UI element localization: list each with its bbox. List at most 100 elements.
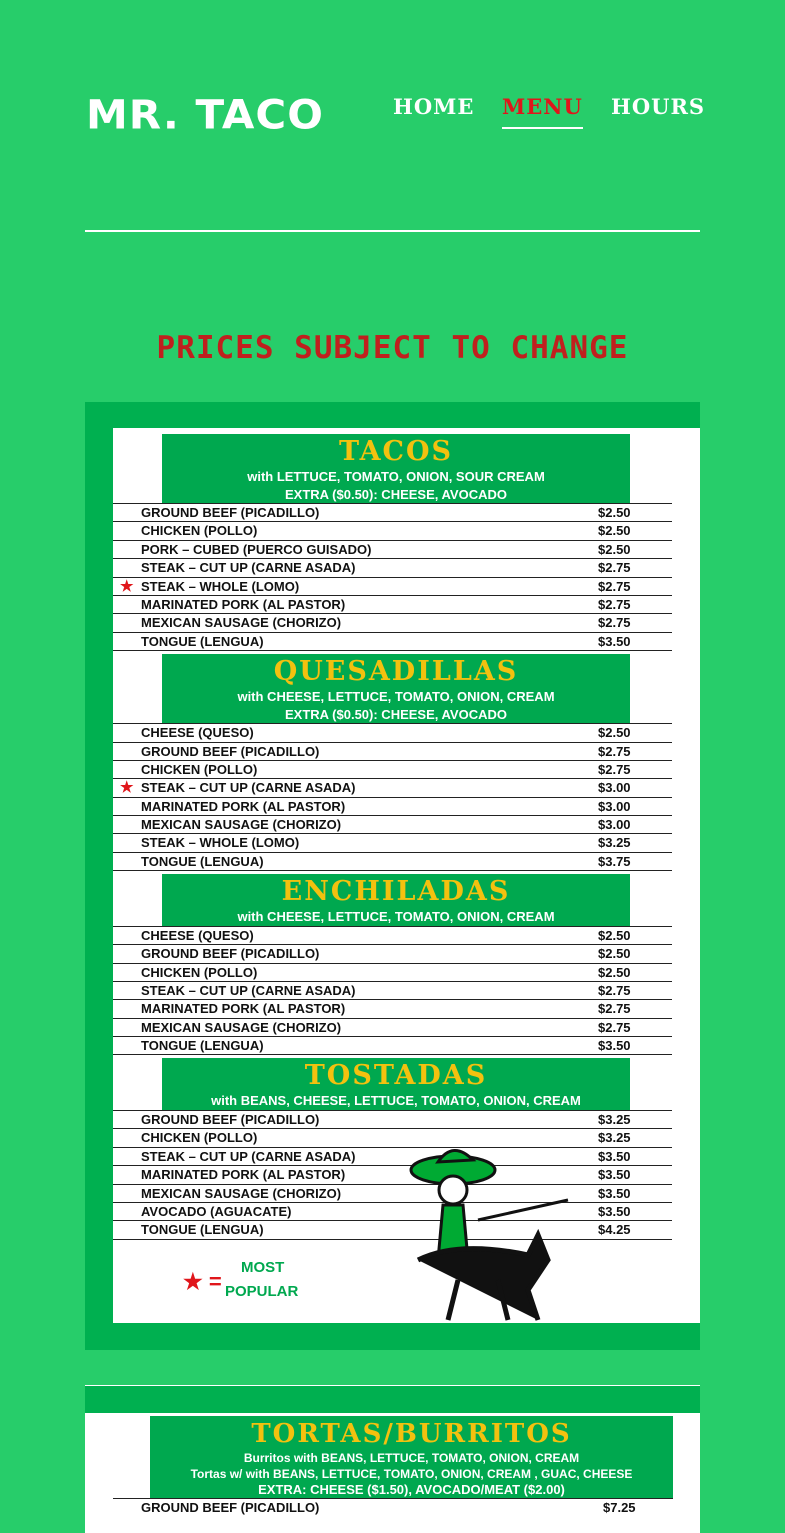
item-name: STEAK – WHOLE (LOMO) bbox=[141, 578, 300, 594]
legend-symbol: ★ = bbox=[183, 1268, 222, 1294]
nav-hours[interactable]: HOURS bbox=[611, 94, 706, 119]
menu-item-row: MEXICAN SAUSAGE (CHORIZO) $2.75 bbox=[113, 1017, 672, 1036]
menu-image-1: TACOS with LETTUCE, TOMATO, ONION, SOUR C… bbox=[85, 402, 700, 1350]
item-price: $2.50 bbox=[598, 505, 631, 520]
section-note: EXTRA: CHEESE ($1.50), AVOCADO/MEAT ($2.… bbox=[258, 1482, 565, 1497]
menu-item-row: CHICKEN (POLLO) $2.50 bbox=[113, 521, 672, 539]
section-note: Tortas w/ with BEANS, LETTUCE, TOMATO, O… bbox=[190, 1467, 633, 1481]
price-notice: PRICES SUBJECT TO CHANGE bbox=[156, 330, 629, 366]
item-name: MARINATED PORK (AL PASTOR) bbox=[141, 1167, 346, 1183]
section-title: TORTAS/BURRITOS bbox=[251, 1419, 572, 1449]
item-name: MARINATED PORK (AL PASTOR) bbox=[141, 798, 346, 814]
item-name: AVOCADO (AGUACATE) bbox=[141, 1203, 292, 1219]
item-price: $7.25 bbox=[603, 1500, 636, 1515]
item-name: TONGUE (LENGUA) bbox=[141, 633, 264, 649]
legend-line1: MOST bbox=[241, 1258, 285, 1276]
item-name: MEXICAN SAUSAGE (CHORIZO) bbox=[141, 615, 342, 631]
row-end-line bbox=[113, 650, 672, 654]
item-price: $3.50 bbox=[598, 633, 631, 649]
item-price: $3.00 bbox=[598, 817, 631, 833]
item-price: $2.75 bbox=[598, 596, 631, 612]
item-price: $4.25 bbox=[598, 1222, 631, 1238]
nav-home[interactable]: HOME bbox=[393, 94, 475, 119]
item-price: $3.50 bbox=[598, 1148, 631, 1164]
section-note: EXTRA ($0.50): CHEESE, AVOCADO bbox=[284, 486, 507, 502]
item-price: $2.50 bbox=[598, 946, 631, 962]
item-name: CHICKEN (POLLO) bbox=[141, 964, 258, 980]
item-price: $3.00 bbox=[598, 780, 631, 796]
section-header: TORTAS/BURRITOS Burritos with BEANS, LETT… bbox=[150, 1416, 673, 1498]
menu-item-row: CHICKEN (POLLO) $2.75 bbox=[113, 759, 672, 778]
site-logo[interactable]: MR. TACO bbox=[86, 91, 324, 138]
menu-item-row: MARINATED PORK (AL PASTOR) $2.75 bbox=[113, 999, 672, 1017]
star-icon: ★ bbox=[120, 779, 134, 797]
section-title: ENCHILADAS bbox=[281, 876, 511, 908]
divider bbox=[85, 1385, 700, 1386]
item-price: $2.75 bbox=[598, 743, 631, 759]
menu-item-row: PORK – CUBED (PUERCO GUISADO) $2.50 bbox=[113, 539, 672, 558]
section-header: TOSTADAS with BEANS, CHEESE, LETTUCE, TOM… bbox=[162, 1058, 630, 1110]
menu-item-row: STEAK – CUT UP (CARNE ASADA) $2.75 bbox=[113, 980, 672, 999]
menu-item-row: TONGUE (LENGUA) $3.50 bbox=[113, 631, 672, 650]
item-price: $3.50 bbox=[598, 1185, 631, 1201]
item-name: MARINATED PORK (AL PASTOR) bbox=[141, 596, 346, 612]
item-price: $2.75 bbox=[598, 615, 631, 631]
item-price: $2.75 bbox=[598, 578, 631, 594]
row-end-line bbox=[113, 1054, 672, 1058]
menu-item-row: MARINATED PORK (AL PASTOR) $3.50 bbox=[113, 1165, 672, 1183]
item-name: CHICKEN (POLLO) bbox=[141, 1130, 258, 1146]
section-header: QUESADILLAS with CHEESE, LETTUCE, TOMATO,… bbox=[162, 654, 630, 724]
section-note: with BEANS, CHEESE, LETTUCE, TOMATO, ONI… bbox=[211, 1093, 581, 1109]
item-name: TONGUE (LENGUA) bbox=[141, 1038, 264, 1054]
menu-item-row: CHICKEN (POLLO) $3.25 bbox=[113, 1128, 672, 1146]
section-header: ENCHILADAS with CHEESE, LETTUCE, TOMATO, … bbox=[162, 874, 630, 926]
item-name: CHICKEN (POLLO) bbox=[141, 761, 258, 777]
item-name: PORK – CUBED (PUERCO GUISADO) bbox=[141, 541, 372, 557]
item-name: CHICKEN (POLLO) bbox=[141, 523, 258, 539]
item-price: $3.50 bbox=[598, 1038, 631, 1054]
item-price: $3.50 bbox=[598, 1167, 631, 1183]
menu-item-row: TONGUE (LENGUA) $3.50 bbox=[113, 1036, 672, 1054]
item-name: GROUND BEEF (PICADILLO) bbox=[141, 1111, 320, 1127]
mascot-illustration bbox=[398, 1140, 578, 1325]
menu-item-row: STEAK – CUT UP (CARNE ASADA) $2.75 bbox=[113, 558, 672, 576]
menu-item-row: MARINATED PORK (AL PASTOR) $2.75 bbox=[113, 594, 672, 613]
item-name: MEXICAN SAUSAGE (CHORIZO) bbox=[141, 817, 342, 833]
menu-image-2: TORTAS/BURRITOS Burritos with BEANS, LETT… bbox=[85, 1386, 700, 1533]
menu-item-row: GROUND BEEF (PICADILLO) $2.50 bbox=[113, 503, 672, 521]
item-name: GROUND BEEF (PICADILLO) bbox=[141, 743, 320, 759]
item-price: $3.25 bbox=[598, 835, 631, 851]
item-name: MEXICAN SAUSAGE (CHORIZO) bbox=[141, 1019, 342, 1035]
section-note: Burritos with BEANS, LETTUCE, TOMATO, ON… bbox=[243, 1451, 580, 1465]
item-price: $2.50 bbox=[598, 964, 631, 980]
item-name: CHEESE (QUESO) bbox=[141, 927, 254, 943]
menu-item-row: TONGUE (LENGUA) $3.75 bbox=[113, 851, 672, 870]
menu-item-row: MEXICAN SAUSAGE (CHORIZO) $3.50 bbox=[113, 1183, 672, 1202]
item-price: $2.75 bbox=[598, 560, 631, 576]
menu-item-row: ★ STEAK – CUT UP (CARNE ASADA) $3.00 bbox=[113, 778, 672, 796]
item-price: $3.25 bbox=[598, 1130, 631, 1146]
menu-item-row: MEXICAN SAUSAGE (CHORIZO) $2.75 bbox=[113, 613, 672, 631]
item-name: TONGUE (LENGUA) bbox=[141, 1222, 264, 1238]
item-name: STEAK – CUT UP (CARNE ASADA) bbox=[141, 560, 356, 576]
section-note: with CHEESE, LETTUCE, TOMATO, ONION, CRE… bbox=[237, 689, 555, 705]
menu-item-row: CHICKEN (POLLO) $2.50 bbox=[113, 962, 672, 981]
item-price: $2.75 bbox=[598, 761, 631, 777]
item-price: $3.75 bbox=[598, 853, 631, 869]
menu-item-row: TONGUE (LENGUA) $4.25 bbox=[113, 1220, 672, 1238]
menu-item-row: STEAK – WHOLE (LOMO) $3.25 bbox=[113, 833, 672, 851]
section-note: with CHEESE, LETTUCE, TOMATO, ONION, CRE… bbox=[237, 909, 555, 925]
menu-item-row: GROUND BEEF (PICADILLO) $2.50 bbox=[113, 944, 672, 962]
menu-item-row: GROUND BEEF (PICADILLO) $3.25 bbox=[113, 1109, 672, 1128]
item-price: $2.50 bbox=[598, 541, 631, 557]
menu-item-row: STEAK – CUT UP (CARNE ASADA) $3.50 bbox=[113, 1146, 672, 1165]
item-name: GROUND BEEF (PICADILLO) bbox=[141, 1500, 320, 1515]
menu-item-row: GROUND BEEF (PICADILLO) $2.75 bbox=[113, 741, 672, 760]
nav-menu[interactable]: MENU bbox=[502, 94, 583, 129]
item-price: $2.50 bbox=[598, 523, 631, 539]
row-end-line bbox=[113, 870, 672, 874]
item-name: STEAK – CUT UP (CARNE ASADA) bbox=[141, 982, 356, 998]
section-title: TACOS bbox=[338, 436, 454, 467]
item-name: MEXICAN SAUSAGE (CHORIZO) bbox=[141, 1185, 342, 1201]
item-name: GROUND BEEF (PICADILLO) bbox=[141, 946, 320, 962]
